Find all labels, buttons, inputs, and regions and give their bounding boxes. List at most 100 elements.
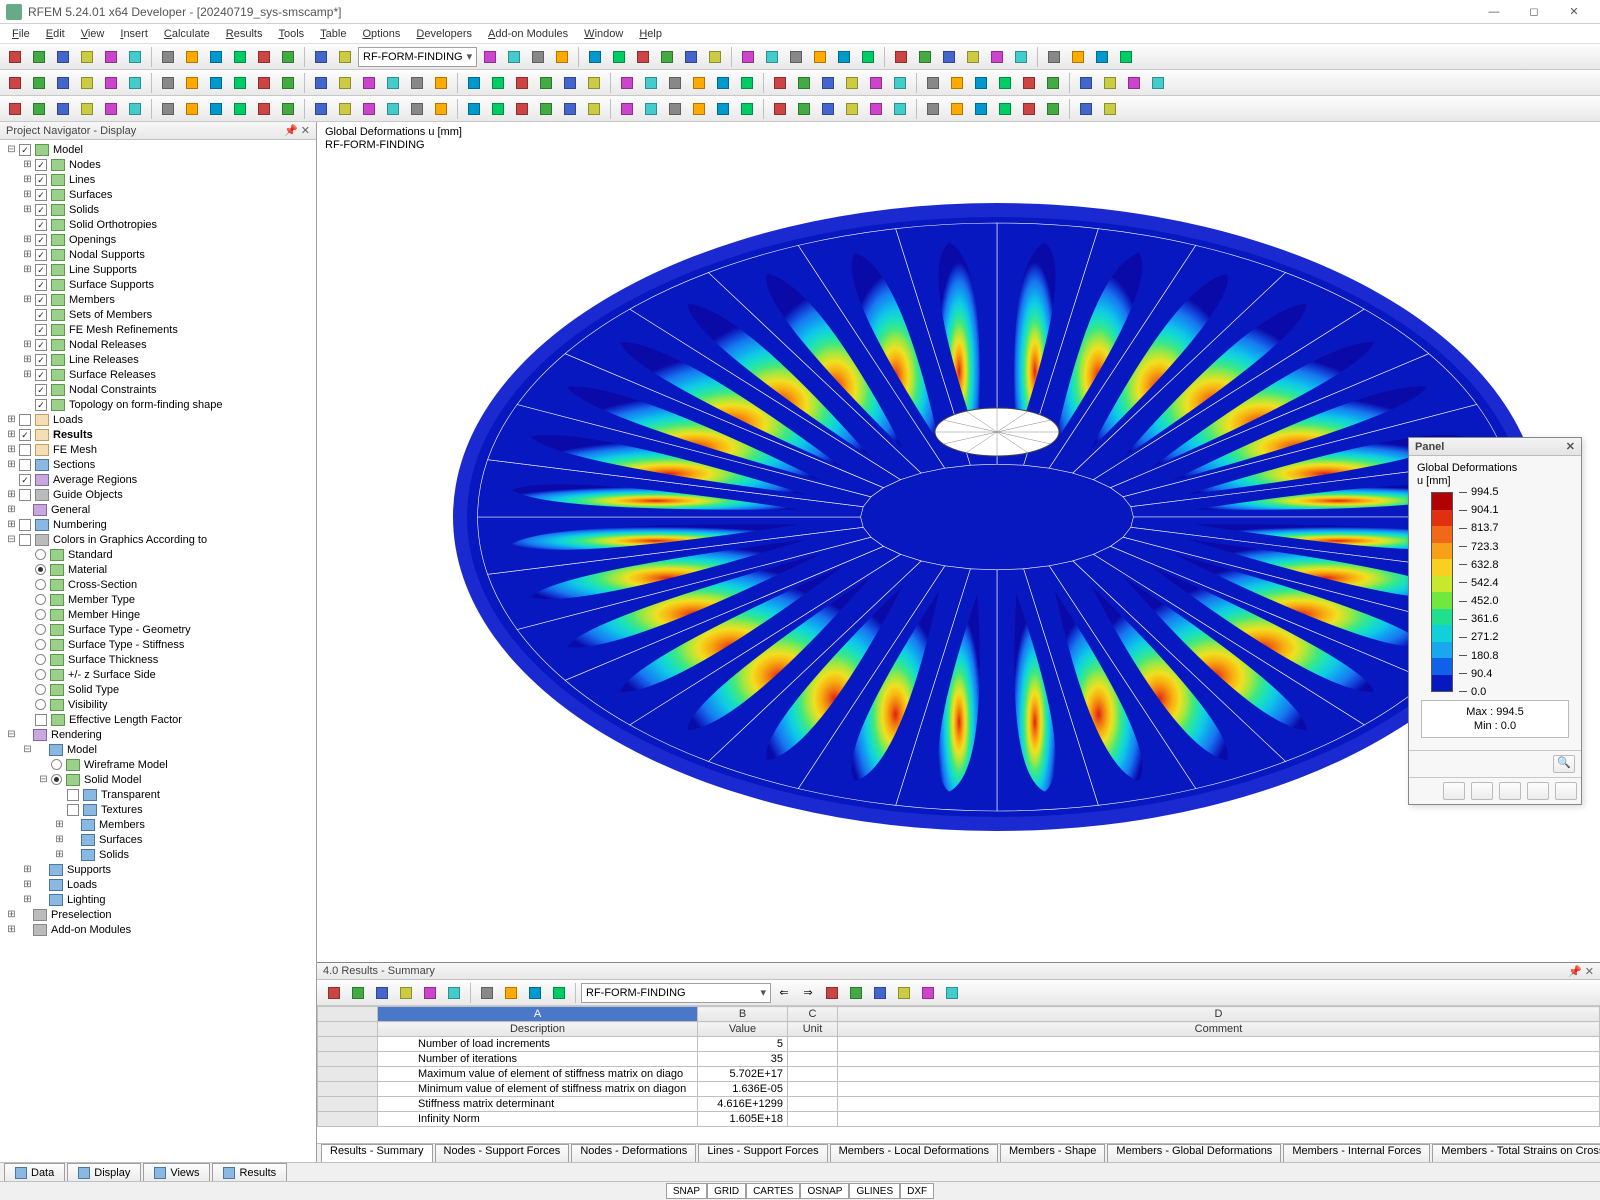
tree-node[interactable]: Transparent (2, 787, 314, 802)
tree-node[interactable]: ⊟Solid Model (2, 772, 314, 787)
toolbar-button[interactable] (76, 46, 98, 68)
tree-node[interactable]: +/- z Surface Side (2, 667, 314, 682)
toolbar-button[interactable] (869, 982, 891, 1004)
toolbar-button[interactable] (841, 98, 863, 120)
toolbar-button[interactable] (559, 72, 581, 94)
results-tab[interactable]: Members - Shape (1000, 1144, 1105, 1162)
toolbar-button[interactable] (640, 98, 662, 120)
toolbar-button[interactable] (1042, 98, 1064, 120)
menu-developers[interactable]: Developers (408, 28, 480, 40)
toolbar-button[interactable] (857, 46, 879, 68)
menu-file[interactable]: File (4, 28, 38, 40)
toolbar-button[interactable] (4, 72, 26, 94)
results-tab[interactable]: Nodes - Deformations (571, 1144, 696, 1162)
results-grid[interactable]: ABCDDescriptionValueUnitCommentNumber of… (317, 1006, 1600, 1143)
tree-node[interactable]: ⊞Surfaces (2, 832, 314, 847)
toolbar-button[interactable] (419, 982, 441, 1004)
results-combo[interactable]: RF-FORM-FINDING▾ (581, 983, 771, 1003)
toolbar-button[interactable] (941, 982, 963, 1004)
toolbar-button[interactable] (994, 98, 1016, 120)
toolbar-button[interactable] (1075, 72, 1097, 94)
status-snap[interactable]: SNAP (666, 1183, 707, 1199)
toolbar-button[interactable] (922, 98, 944, 120)
toolbar-button[interactable] (181, 98, 203, 120)
toolbar-button[interactable] (704, 46, 726, 68)
toolbar-button[interactable] (124, 98, 146, 120)
tree-node[interactable]: ⊟Colors in Graphics According to (2, 532, 314, 547)
minimize-button[interactable]: — (1474, 0, 1514, 24)
tree-node[interactable]: ⊞✓Solids (2, 202, 314, 217)
tree-node[interactable]: Surface Type - Geometry (2, 622, 314, 637)
results-pin-icon[interactable]: 📌 (1568, 965, 1582, 978)
toolbar-button[interactable] (893, 982, 915, 1004)
toolbar-button[interactable] (1099, 72, 1121, 94)
toolbar-button[interactable] (205, 46, 227, 68)
toolbar-button[interactable] (922, 72, 944, 94)
toolbar-button[interactable] (28, 98, 50, 120)
navigator-tree[interactable]: ⊟✓Model⊞✓Nodes⊞✓Lines⊞✓Surfaces⊞✓Solids✓… (0, 140, 316, 1162)
toolbar-button[interactable] (205, 98, 227, 120)
toolbar-button[interactable] (616, 98, 638, 120)
results-tab[interactable]: Nodes - Support Forces (435, 1144, 570, 1162)
toolbar-button[interactable] (100, 98, 122, 120)
toolbar-button[interactable] (382, 98, 404, 120)
toolbar-button[interactable] (1123, 72, 1145, 94)
tree-node[interactable]: Surface Type - Stiffness (2, 637, 314, 652)
navigator-close-icon[interactable]: ✕ (301, 124, 310, 137)
toolbar-button[interactable] (476, 982, 498, 1004)
tree-node[interactable]: ⊞Loads (2, 412, 314, 427)
toolbar-button[interactable] (334, 72, 356, 94)
toolbar-button[interactable] (656, 46, 678, 68)
menu-calculate[interactable]: Calculate (156, 28, 218, 40)
toolbar-button[interactable] (559, 98, 581, 120)
toolbar-button[interactable] (358, 72, 380, 94)
results-tab[interactable]: Members - Local Deformations (830, 1144, 998, 1162)
results-close-icon[interactable]: ✕ (1585, 965, 1594, 978)
toolbar-button[interactable] (845, 982, 867, 1004)
tree-node[interactable]: ⊞Add-on Modules (2, 922, 314, 937)
toolbar-button[interactable] (1018, 72, 1040, 94)
toolbar-button[interactable] (463, 98, 485, 120)
toolbar-button[interactable] (761, 46, 783, 68)
tree-node[interactable]: ⊞Members (2, 817, 314, 832)
tree-node[interactable]: Surface Thickness (2, 652, 314, 667)
bottom-tab-views[interactable]: Views (143, 1163, 210, 1181)
toolbar-button[interactable] (817, 98, 839, 120)
toolbar-button[interactable] (181, 46, 203, 68)
menu-table[interactable]: Table (312, 28, 354, 40)
toolbar-button[interactable] (962, 46, 984, 68)
toolbar-button[interactable] (917, 982, 939, 1004)
toolbar-button[interactable] (889, 72, 911, 94)
status-osnap[interactable]: OSNAP (800, 1183, 849, 1199)
panel-btn-5[interactable] (1555, 782, 1577, 800)
toolbar-button[interactable] (253, 72, 275, 94)
toolbar-button[interactable] (4, 98, 26, 120)
toolbar-button[interactable] (463, 72, 485, 94)
panel-btn-4[interactable] (1527, 782, 1549, 800)
toolbar-button[interactable] (1010, 46, 1032, 68)
tree-node[interactable]: ⊞✓Nodal Supports (2, 247, 314, 262)
toolbar-button[interactable] (938, 46, 960, 68)
toolbar-button[interactable] (1018, 98, 1040, 120)
toolbar-button[interactable] (310, 46, 332, 68)
toolbar-button[interactable] (511, 72, 533, 94)
toolbar-button[interactable] (347, 982, 369, 1004)
toolbar-button[interactable] (632, 46, 654, 68)
tree-node[interactable]: ⊞✓Members (2, 292, 314, 307)
toolbar-button[interactable] (527, 46, 549, 68)
toolbar-button[interactable] (28, 72, 50, 94)
toolbar-button[interactable] (1091, 46, 1113, 68)
tree-node[interactable]: ⊞Lighting (2, 892, 314, 907)
results-tab[interactable]: Members - Total Strains on Cross-Section (1432, 1144, 1600, 1162)
toolbar-button[interactable] (334, 98, 356, 120)
toolbar-button[interactable] (664, 72, 686, 94)
menu-options[interactable]: Options (354, 28, 408, 40)
tree-node[interactable]: ⊟Model (2, 742, 314, 757)
bottom-tab-results[interactable]: Results (212, 1163, 287, 1181)
toolbar-button[interactable] (310, 98, 332, 120)
tree-node[interactable]: ✓Sets of Members (2, 307, 314, 322)
toolbar-button[interactable] (1147, 72, 1169, 94)
tree-node[interactable]: ⊞Sections (2, 457, 314, 472)
tree-node[interactable]: ⊞Numbering (2, 517, 314, 532)
toolbar-button[interactable] (1075, 98, 1097, 120)
